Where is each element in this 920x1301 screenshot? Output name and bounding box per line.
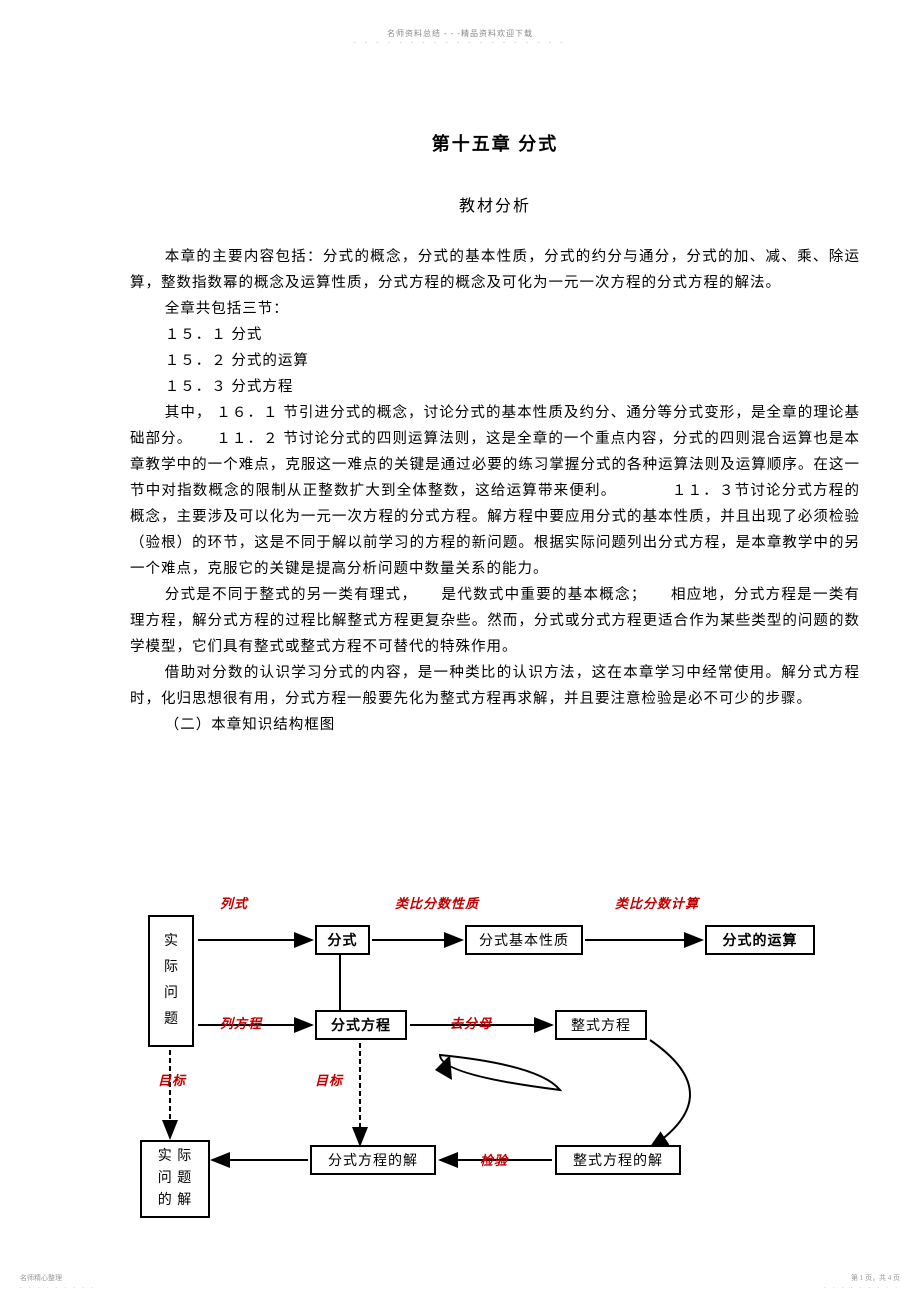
subtitle: 教材分析 [130,192,860,216]
label-jianyan: 检验 [480,1150,508,1169]
node-real-problem: 实际问题 [148,915,194,1047]
node-basic-property: 分式基本性质 [465,925,583,955]
label-qufenmu: 去分母 [450,1013,492,1032]
node-operation: 分式的运算 [705,925,815,955]
node-real-solution: 实 际 问 题 的 解 [140,1140,210,1218]
footer-left: 名师精心整理 [20,1273,62,1283]
label-mubiao-1: 目标 [158,1070,186,1089]
footer-right: 第 1 页，共 4 页 [851,1273,900,1283]
node-fenshi-equation: 分式方程 [315,1010,407,1040]
paragraph-4: 分式是不同于整式的另一类有理式， 是代数式中重要的基本概念； 相应地，分式方程是… [130,582,860,660]
footer-dots-right: - - - - - - - - - [824,1286,900,1291]
list-item-1: １５．１ 分式 [130,322,860,348]
header-dots: - - - - - - - - - - - - - - - - - - - [354,40,567,46]
paragraph-2: 全章共包括三节： [130,296,860,322]
footer-dots-left: - - - - - - - - - [20,1286,96,1291]
paragraph-1: 本章的主要内容包括：分式的概念，分式的基本性质，分式的约分与通分，分式的加、减、… [130,244,860,296]
list-item-2: １５．２ 分式的运算 [130,348,860,374]
node-zhengshi-equation: 整式方程 [555,1010,647,1040]
chapter-title: 第十五章 分式 [130,130,860,156]
diagram-title: （二）本章知识结构框图 [130,712,860,738]
flowchart-diagram: 实际问题 分式 分式基本性质 分式的运算 分式方程 整式方程 实 际 问 题 的… [140,895,840,1235]
main-content: 第十五章 分式 教材分析 本章的主要内容包括：分式的概念，分式的基本性质，分式的… [130,130,860,738]
node-real-problem-text: 实际问题 [164,929,178,1033]
label-leibi-xingzhi: 类比分数性质 [395,893,479,912]
paragraph-5: 借助对分数的认识学习分式的内容，是一种类比的认识方法，这在本章学习中经常使用。解… [130,660,860,712]
label-lieshi: 列式 [220,893,248,912]
list-item-3: １５．３ 分式方程 [130,374,860,400]
node-fenshi: 分式 [315,925,370,955]
paragraph-3: 其中， １６．１ 节引进分式的概念，讨论分式的基本性质及约分、通分等分式变形，是… [130,400,860,582]
label-mubiao-2: 目标 [315,1070,343,1089]
header-text: 名师资料总结 - - -精品资料欢迎下载 [387,28,533,39]
node-fenshi-solution: 分式方程的解 [310,1145,436,1175]
node-zhengshi-solution: 整式方程的解 [555,1145,681,1175]
label-leibi-jisuan: 类比分数计算 [615,893,699,912]
label-liefangcheng: 列方程 [220,1013,262,1032]
